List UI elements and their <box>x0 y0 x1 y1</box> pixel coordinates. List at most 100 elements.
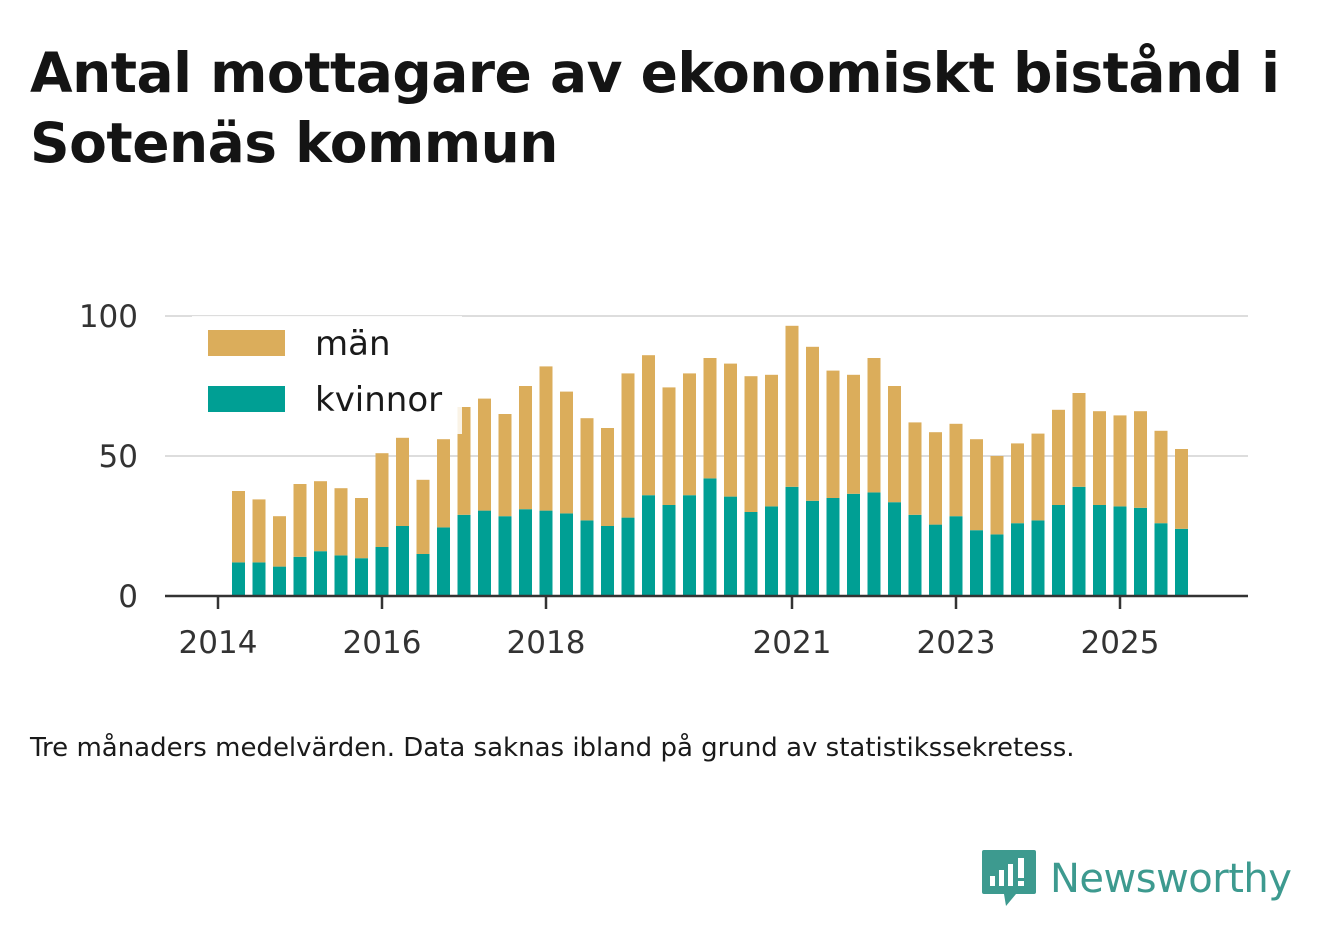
bar-man <box>621 373 635 518</box>
bar-man <box>847 374 860 494</box>
bar-kvinnor <box>806 500 819 596</box>
bar-man <box>580 418 594 521</box>
bar-kvinnor <box>437 527 450 596</box>
bar-man <box>1072 393 1086 487</box>
bar-man <box>396 437 409 526</box>
bar-kvinnor <box>334 555 348 596</box>
bar-man <box>765 374 778 507</box>
bar-kvinnor <box>908 514 922 596</box>
bar-man <box>1052 409 1065 505</box>
bar-kvinnor <box>273 566 286 596</box>
bar-kvinnor <box>457 514 471 596</box>
bar-man <box>744 376 758 512</box>
x-tick-label: 2014 <box>179 625 258 661</box>
bar-kvinnor <box>724 496 737 596</box>
footnote: Tre månaders medelvärden. Data saknas ib… <box>30 733 1075 763</box>
bar-man <box>232 491 245 563</box>
brand-name: Newsworthy <box>1050 856 1292 902</box>
bar-kvinnor <box>765 506 778 596</box>
bar-kvinnor <box>416 554 430 596</box>
bar-kvinnor <box>232 562 245 596</box>
stacked-bar-chart: 0 50 100 2014 2016 2018 2021 2023 2025 män kvinno… <box>79 299 1248 661</box>
bar-man <box>375 453 389 547</box>
bar-kvinnor <box>867 492 881 596</box>
bar-man <box>1113 415 1127 507</box>
bar-kvinnor <box>990 534 1004 596</box>
x-tick-label: 2016 <box>343 625 422 661</box>
bar-man <box>519 386 532 510</box>
bar-man <box>949 423 963 517</box>
bar-kvinnor <box>703 478 717 596</box>
bar-kvinnor <box>847 493 860 596</box>
bar-kvinnor <box>929 524 942 596</box>
bar-man <box>642 355 655 496</box>
bar-man <box>1031 433 1045 521</box>
bar-kvinnor <box>314 551 327 596</box>
bar-kvinnor <box>293 556 307 596</box>
bar-man <box>703 358 717 479</box>
y-tick-label: 50 <box>99 439 138 475</box>
bar-kvinnor <box>519 509 532 596</box>
bar-kvinnor <box>478 510 491 596</box>
bar-man <box>273 516 286 567</box>
bar-man <box>662 387 676 505</box>
bar-kvinnor <box>355 558 368 596</box>
bar-kvinnor <box>1011 523 1024 596</box>
bar-man <box>1175 449 1188 529</box>
y-tick-label: 100 <box>79 299 138 335</box>
bar-man <box>539 366 553 511</box>
bar-kvinnor <box>1093 505 1106 596</box>
bar-man <box>970 439 983 531</box>
bar-man <box>683 373 696 496</box>
bar-man <box>867 358 881 493</box>
bar-kvinnor <box>744 512 758 596</box>
bar-man <box>929 432 942 525</box>
bar-man <box>1134 411 1147 508</box>
newsworthy-logo-icon <box>982 850 1036 906</box>
bar-kvinnor <box>1113 506 1127 596</box>
bar-kvinnor <box>498 516 512 596</box>
bar-kvinnor <box>580 520 594 596</box>
bar-kvinnor <box>970 530 983 596</box>
bar-kvinnor <box>1031 520 1045 596</box>
axes: 0 50 100 2014 2016 2018 2021 2023 2025 <box>79 299 1248 661</box>
bar-man <box>560 391 573 514</box>
x-tick-label: 2018 <box>507 625 586 661</box>
bar-man <box>252 499 266 563</box>
bar-man <box>1011 443 1024 524</box>
bar-kvinnor <box>1072 486 1086 596</box>
bar-man <box>908 422 922 515</box>
bar-man <box>888 386 901 503</box>
bar-kvinnor <box>601 526 614 596</box>
bar-kvinnor <box>539 510 553 596</box>
bar-kvinnor <box>1052 505 1065 596</box>
bar-man <box>334 488 348 556</box>
bar-kvinnor <box>642 495 655 596</box>
bar-man <box>826 370 840 498</box>
bar-kvinnor <box>560 513 573 596</box>
bar-kvinnor <box>785 486 799 596</box>
x-tick-label: 2025 <box>1081 625 1160 661</box>
x-tick-label: 2023 <box>917 625 996 661</box>
bar-kvinnor <box>826 498 840 596</box>
bar-man <box>314 481 327 552</box>
bar-man <box>498 414 512 517</box>
bar-kvinnor <box>888 502 901 596</box>
x-tick-label: 2021 <box>753 625 832 661</box>
bar-man <box>478 398 491 511</box>
bar-man <box>1154 430 1168 524</box>
bar-kvinnor <box>621 517 635 596</box>
bar-kvinnor <box>252 562 266 596</box>
bar-kvinnor <box>1154 523 1168 596</box>
brand-logo: Newsworthy <box>980 848 1292 910</box>
y-tick-label: 0 <box>118 579 138 615</box>
bar-man <box>990 456 1004 535</box>
bar-kvinnor <box>1175 528 1188 596</box>
bar-man <box>437 439 450 528</box>
bar-kvinnor <box>396 526 409 596</box>
bar-man <box>293 484 307 557</box>
bar-man <box>785 325 799 487</box>
legend-swatch <box>208 330 285 356</box>
bar-kvinnor <box>375 547 389 596</box>
bar-kvinnor <box>949 516 963 596</box>
